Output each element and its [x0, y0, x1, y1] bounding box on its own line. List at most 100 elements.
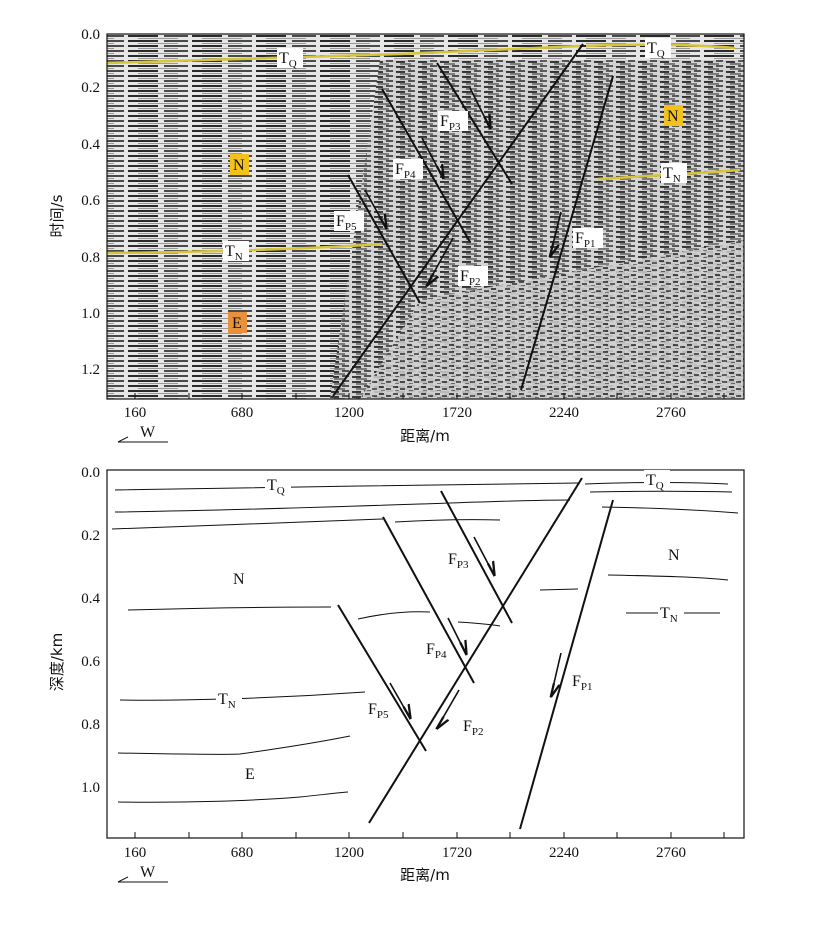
seismic-arrow-p3 [469, 87, 490, 128]
seismic-y-tick: 0.4 [81, 137, 100, 153]
svg-text:FP2: FP2 [460, 268, 481, 288]
depth-y-tick: 0.8 [81, 717, 100, 733]
depth-horizon-tn-left [119, 691, 366, 701]
depth-horizon-tq-1 [114, 482, 579, 491]
depth-x-axis [134, 832, 725, 838]
depth-fault-p5 [337, 604, 427, 752]
depth-horizon-2r [589, 490, 733, 493]
depth-label-fp5: FP5 [368, 701, 389, 721]
svg-text:TQ: TQ [279, 50, 297, 70]
svg-text:TQ: TQ [646, 472, 664, 492]
seismic-arrow-p4 [421, 137, 443, 178]
svg-text:W: W [140, 864, 156, 881]
depth-x-tick: 160 [124, 845, 147, 861]
depth-label-fp4: FP4 [426, 641, 447, 661]
svg-text:TN: TN [663, 165, 681, 185]
seismic-label-fp2: FP2 [458, 266, 488, 288]
seismic-label-fp4: FP4 [393, 159, 423, 181]
seismic-x-tick: 1720 [442, 405, 472, 421]
depth-x-tick: 1720 [442, 845, 472, 861]
depth-horizon-e-2 [117, 791, 349, 803]
seismic-fault-p4 [381, 88, 471, 243]
depth-horizon-3r [601, 506, 739, 514]
depth-label-fp2: FP2 [463, 718, 484, 738]
seismic-x-tick: 160 [124, 405, 147, 421]
depth-horizon-3 [111, 518, 384, 530]
depth-horizon-3m [394, 519, 501, 523]
svg-text:N: N [233, 157, 245, 174]
depth-x-axis-label: 距离/m [400, 866, 450, 884]
svg-text:TN: TN [225, 243, 243, 263]
depth-label-tn-left: TN [216, 689, 242, 711]
seismic-arrow-p2 [427, 237, 454, 285]
depth-horizon-e-1 [117, 735, 351, 755]
depth-frame [106, 469, 745, 839]
seismic-label-tn-left: TN [223, 241, 249, 263]
depth-direction-indicator: W [117, 864, 168, 883]
depth-y-tick: 0.0 [81, 465, 100, 481]
depth-label-tq-left: TQ [265, 475, 291, 497]
depth-y-tick: 0.2 [81, 528, 100, 544]
seismic-label-fp1: FP1 [573, 228, 603, 250]
depth-y-axis-label: 深度/km [48, 633, 66, 691]
seismic-y-tick: 0.0 [81, 27, 100, 43]
depth-fault-p2 [368, 477, 583, 824]
seismic-label-tq-left: TQ [277, 48, 303, 70]
seismic-x-tick: 2240 [549, 405, 579, 421]
depth-fault-p3 [440, 490, 513, 624]
depth-x-tick: 2760 [656, 845, 686, 861]
depth-fault-p4 [382, 516, 475, 684]
svg-text:TQ: TQ [647, 40, 665, 60]
depth-y-tick: 0.6 [81, 654, 100, 670]
depth-arrow-p1 [551, 652, 562, 696]
depth-x-tick: 1200 [334, 845, 364, 861]
depth-label-fp1: FP1 [572, 673, 593, 693]
svg-text:W: W [140, 424, 156, 441]
seismic-y-tick: 0.8 [81, 250, 100, 266]
seismic-stratum-n-right: N [664, 105, 683, 126]
depth-horizon-n-left [127, 606, 332, 611]
seismic-y-axis: 0.0 0.2 0.4 0.6 0.8 1.0 1.2 时间/s [48, 27, 101, 378]
seismic-fault-p5 [347, 174, 421, 304]
seismic-arrow-p1 [550, 211, 562, 256]
depth-section: TQ TQ TN TN FP3 FP4 FP5 FP1 FP2 N N E 0.… [48, 465, 745, 884]
seismic-y-tick: 0.6 [81, 193, 100, 209]
seismic-y-tick: 1.2 [81, 362, 100, 378]
seismic-fault-p1 [520, 75, 614, 391]
depth-horizon-n-mid [357, 611, 431, 620]
seismic-x-tick: 680 [231, 405, 254, 421]
svg-text:FP3: FP3 [440, 113, 461, 133]
depth-stratum-n-right: N [668, 547, 680, 564]
svg-text:FP5: FP5 [336, 213, 357, 233]
seismic-y-tick: 0.2 [81, 80, 100, 96]
depth-x-tick: 2240 [549, 845, 579, 861]
seismic-y-tick: 1.0 [81, 306, 100, 322]
depth-y-axis: 0.0 0.2 0.4 0.6 0.8 1.0 深度/km [48, 465, 101, 796]
seismic-x-tick: 1200 [334, 405, 364, 421]
depth-horizon-2 [114, 499, 571, 513]
svg-text:N: N [667, 108, 679, 125]
depth-y-tick: 0.4 [81, 591, 100, 607]
depth-arrow-p5 [389, 682, 410, 718]
seismic-x-axis [134, 393, 725, 399]
seismic-label-tq-right: TQ [645, 38, 671, 60]
depth-arrow-p3 [473, 536, 494, 575]
seismic-chaotic-zone [360, 240, 744, 399]
depth-horizon-n-right [607, 574, 729, 581]
seismic-horizon-tq-left [107, 44, 581, 65]
depth-x-tick: 680 [231, 845, 254, 861]
seismic-stratum-n-left: N [230, 154, 249, 175]
depth-stratum-e: E [245, 766, 255, 783]
seismic-arrow-p5 [364, 189, 386, 228]
seismic-label-tn-right: TN [661, 163, 687, 185]
seismic-stratum-e: E [228, 312, 247, 333]
seismic-direction-indicator: W [117, 424, 168, 443]
svg-text:TQ: TQ [267, 477, 285, 497]
svg-text:FP4: FP4 [395, 161, 416, 181]
svg-text:TN: TN [218, 691, 236, 711]
depth-label-fp3: FP3 [448, 551, 469, 571]
depth-horizon-n-mid3 [539, 588, 579, 591]
seismic-label-fp5: FP5 [334, 211, 364, 233]
seismic-x-tick: 2760 [656, 405, 686, 421]
svg-text:FP1: FP1 [575, 230, 596, 250]
